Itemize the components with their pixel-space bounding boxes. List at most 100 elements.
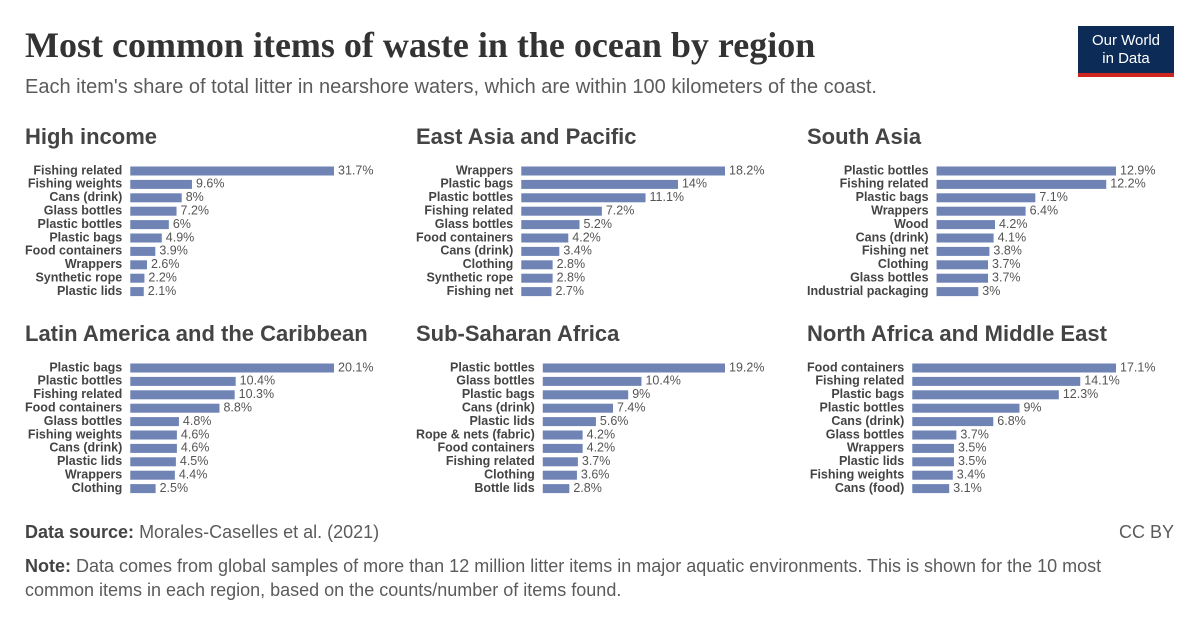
value-label: 4.8% xyxy=(183,414,212,428)
value-label: 14% xyxy=(682,177,707,191)
category-label: Plastic bottles xyxy=(844,163,929,177)
value-label: 3.7% xyxy=(992,270,1021,284)
value-label: 20.1% xyxy=(338,360,373,374)
value-label: 7.1% xyxy=(1039,190,1068,204)
category-label: Synthetic rope xyxy=(426,270,513,284)
bar xyxy=(130,484,156,494)
bar xyxy=(521,246,560,256)
bar xyxy=(936,233,994,243)
category-label: Plastic lids xyxy=(57,454,122,468)
value-label: 3.7% xyxy=(582,454,611,468)
category-label: Clothing xyxy=(72,481,123,495)
category-label: Plastic bags xyxy=(462,387,535,401)
bar xyxy=(130,390,235,400)
value-label: 2.5% xyxy=(160,481,189,495)
bar xyxy=(936,206,1026,216)
category-label: Food containers xyxy=(25,244,122,258)
category-label: Glass bottles xyxy=(44,203,123,217)
value-label: 14.1% xyxy=(1084,374,1119,388)
logo-line: Our World xyxy=(1091,32,1161,49)
note: Note: Data comes from global samples of … xyxy=(25,554,1175,602)
logo[interactable]: Our World in Data xyxy=(1078,26,1174,77)
category-label: Plastic bottles xyxy=(450,360,535,374)
category-label: Fishing related xyxy=(815,374,904,388)
value-label: 4.1% xyxy=(998,230,1027,244)
value-label: 4.6% xyxy=(181,441,210,455)
value-label: 3.5% xyxy=(958,441,987,455)
value-label: 5.6% xyxy=(600,414,629,428)
panel-title: North Africa and Middle East xyxy=(807,321,1108,346)
bar xyxy=(130,287,144,297)
category-label: Food containers xyxy=(807,360,904,374)
license[interactable]: CC BY xyxy=(1118,522,1174,542)
category-label: Clothing xyxy=(463,257,514,271)
category-label: Cans (drink) xyxy=(440,244,513,258)
panel-title: Latin America and the Caribbean xyxy=(25,321,368,346)
bar xyxy=(521,166,725,176)
value-label: 6% xyxy=(173,217,191,231)
value-label: 2.1% xyxy=(148,284,177,298)
value-label: 2.2% xyxy=(148,270,177,284)
value-label: 4.4% xyxy=(179,467,208,481)
value-label: 9.6% xyxy=(196,177,225,191)
category-label: Wrappers xyxy=(456,163,513,177)
category-label: Industrial packaging xyxy=(807,284,929,298)
value-label: 2.8% xyxy=(557,270,586,284)
bar xyxy=(912,376,1081,386)
bar xyxy=(542,417,596,427)
bar xyxy=(912,443,954,453)
bar xyxy=(542,430,583,440)
value-label: 8.8% xyxy=(223,400,252,414)
category-label: Plastic lids xyxy=(839,454,904,468)
bar xyxy=(936,220,995,230)
bar xyxy=(912,390,1059,400)
category-label: Glass bottles xyxy=(456,374,535,388)
bar xyxy=(130,363,334,373)
bar xyxy=(521,233,569,243)
panel-title: High income xyxy=(25,124,157,149)
value-label: 2.6% xyxy=(151,257,180,271)
bar xyxy=(936,166,1116,176)
value-label: 11.1% xyxy=(650,190,685,204)
bar xyxy=(912,484,950,494)
category-label: Fishing weights xyxy=(28,427,122,441)
category-label: Plastic bottles xyxy=(38,217,123,231)
bar xyxy=(542,484,570,494)
category-label: Plastic bottles xyxy=(820,400,905,414)
value-label: 9% xyxy=(632,387,650,401)
value-label: 10.4% xyxy=(645,374,680,388)
category-label: Fishing weights xyxy=(28,177,122,191)
logo-line: in Data xyxy=(1102,50,1150,67)
bar xyxy=(521,220,580,230)
bar xyxy=(130,376,236,386)
value-label: 2.7% xyxy=(555,284,584,298)
value-label: 3.4% xyxy=(957,467,986,481)
panel-title: Sub-Saharan Africa xyxy=(416,321,620,346)
category-label: Cans (drink) xyxy=(831,414,904,428)
bar xyxy=(130,403,220,413)
category-label: Wrappers xyxy=(871,203,928,217)
category-label: Clothing xyxy=(878,257,929,271)
bar xyxy=(542,376,642,386)
category-label: Plastic bags xyxy=(856,190,929,204)
value-label: 3.7% xyxy=(992,257,1021,271)
source-text[interactable]: Morales-Caselles et al. (2021) xyxy=(139,522,380,542)
value-label: 3% xyxy=(982,284,1000,298)
bar xyxy=(130,220,169,230)
bar xyxy=(521,287,552,297)
category-label: Synthetic rope xyxy=(35,270,122,284)
category-label: Cans (food) xyxy=(835,481,904,495)
value-label: 9% xyxy=(1023,400,1041,414)
value-label: 7.2% xyxy=(181,203,210,217)
bar xyxy=(521,273,553,283)
bar xyxy=(912,457,954,467)
category-label: Fishing related xyxy=(424,203,513,217)
category-label: Plastic bags xyxy=(440,177,513,191)
value-label: 4.6% xyxy=(181,427,210,441)
category-label: Food containers xyxy=(416,230,513,244)
category-label: Glass bottles xyxy=(435,217,514,231)
value-label: 7.2% xyxy=(606,203,635,217)
bar xyxy=(130,260,147,270)
value-label: 3.4% xyxy=(563,244,592,258)
